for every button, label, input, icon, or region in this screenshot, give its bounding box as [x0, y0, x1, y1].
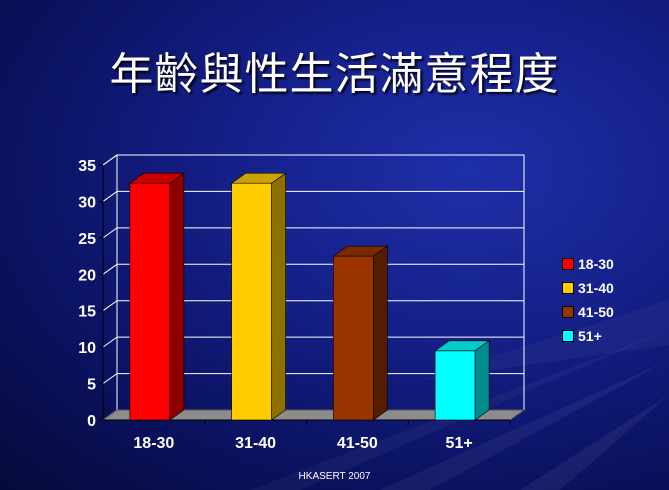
x-tick-label: 31-40 — [235, 435, 276, 452]
gridline — [102, 263, 524, 275]
y-tick-label: 10 — [78, 340, 96, 357]
legend-item: 18-30 — [562, 252, 632, 276]
bar-side — [474, 340, 490, 421]
gridline — [102, 373, 524, 384]
legend-label: 51+ — [578, 328, 602, 344]
bar-side — [271, 172, 286, 421]
gridline — [102, 154, 524, 166]
x-tick-label: 51+ — [446, 435, 473, 452]
bar-front — [129, 182, 171, 421]
legend-swatch — [562, 282, 574, 294]
legend-item: 41-50 — [562, 300, 632, 324]
legend-item: 31-40 — [562, 276, 632, 300]
legend-label: 18-30 — [578, 256, 614, 272]
y-tick-label: 20 — [78, 267, 96, 284]
legend-swatch — [562, 330, 574, 342]
plot-side-wall — [102, 154, 118, 421]
legend-swatch — [562, 258, 574, 270]
legend-label: 41-50 — [578, 304, 614, 320]
y-tick-label: 35 — [78, 158, 96, 175]
bar-side — [373, 245, 388, 421]
y-tick-label: 25 — [78, 231, 96, 248]
bar-side — [169, 172, 185, 421]
bar-front — [434, 350, 476, 421]
footer-credit: HKASERT 2007 — [298, 471, 371, 482]
gridline — [102, 300, 524, 312]
y-tick-label: 30 — [78, 194, 96, 211]
slide-title: 年齡與性生活滿意程度 — [109, 49, 560, 100]
y-tick-label: 5 — [87, 377, 96, 394]
chart-legend: 18-30 31-40 41-50 51+ — [562, 252, 632, 348]
y-tick-label: 0 — [87, 413, 96, 430]
gridline — [102, 336, 524, 348]
legend-swatch — [562, 306, 574, 318]
legend-label: 31-40 — [578, 280, 614, 296]
gridline — [102, 190, 524, 202]
y-tick-label: 15 — [78, 304, 96, 321]
bar-front — [231, 182, 272, 421]
bar-front — [333, 255, 374, 421]
gridline — [102, 227, 524, 239]
x-tick-label: 41-50 — [337, 435, 378, 452]
legend-item: 51+ — [562, 324, 632, 348]
x-tick-label: 18-30 — [133, 435, 174, 452]
